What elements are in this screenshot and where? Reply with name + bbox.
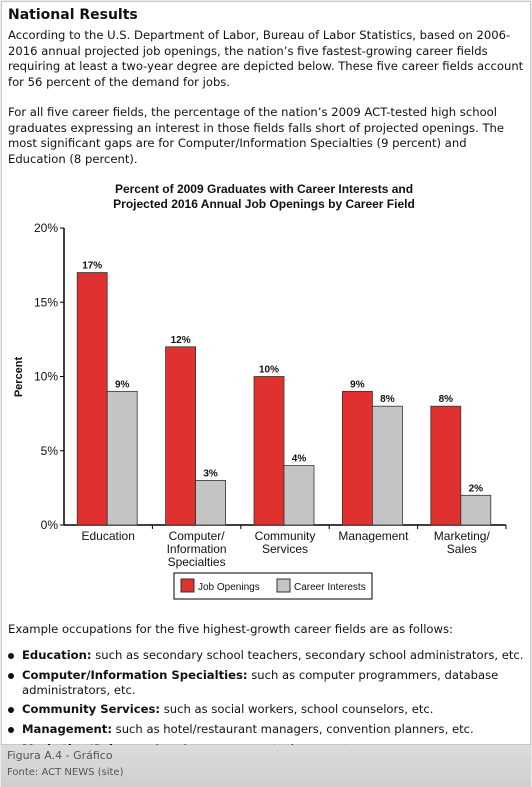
y-tick-label: 10% <box>34 370 58 384</box>
term: Management: <box>22 722 112 737</box>
source: Fonte: ACT NEWS (site) <box>7 767 124 778</box>
figure-caption: Figura A.4 - Gráfico <box>7 749 113 762</box>
description: such as social workers, school counselor… <box>163 702 434 717</box>
legend-label: Career Interests <box>294 582 366 593</box>
value-label: 8% <box>439 394 454 405</box>
x-tick-label: Computer/Information Specialties <box>167 529 227 569</box>
list-intro: Example occupations for the five highest… <box>8 622 453 636</box>
chart: Percent of 2009 Graduates with Career In… <box>13 182 507 600</box>
y-tick-label: 20% <box>34 221 58 235</box>
bar <box>165 346 197 526</box>
x-tick-label: Management <box>338 529 409 543</box>
bar <box>283 465 315 526</box>
x-tick-label: Community Services <box>255 529 316 556</box>
description: such as hotel/restaurant managers, conve… <box>115 722 474 737</box>
value-label: 2% <box>469 483 484 494</box>
y-tick-label: 15% <box>34 295 58 309</box>
value-label: 9% <box>350 379 365 390</box>
value-label: 4% <box>292 454 307 465</box>
y-tick-label: 0% <box>41 518 59 532</box>
legend-swatch <box>180 578 195 593</box>
y-axis-label: Percent <box>13 356 25 397</box>
bar <box>341 390 373 526</box>
chart-subtitle: Projected 2016 Annual Job Openings by Ca… <box>113 197 415 211</box>
bar <box>253 376 285 526</box>
value-label: 8% <box>380 394 395 405</box>
x-tick-label: Education <box>82 529 135 543</box>
bar <box>76 272 108 526</box>
description: such as computer programmers, database a… <box>22 667 499 697</box>
term: Community Services: <box>22 702 160 717</box>
description: such as secondary school teachers, secon… <box>95 648 524 662</box>
document: National Results According to the U.S. D… <box>1 1 531 756</box>
legend-box <box>173 572 373 600</box>
heading: National Results <box>8 7 138 23</box>
list-item: Management: such as hotel/restaurant man… <box>8 722 524 737</box>
value-label: 12% <box>171 335 191 346</box>
term: Computer/Information Specialties: <box>22 667 248 682</box>
bullet-list: Education: such as secondary school teac… <box>8 648 524 762</box>
paragraph: According to the U.S. Department of Labo… <box>8 28 524 89</box>
term: Education: <box>22 648 92 662</box>
value-label: 3% <box>203 468 218 479</box>
chart-title: Percent of 2009 Graduates with Career In… <box>115 182 413 196</box>
value-label: 17% <box>82 261 102 272</box>
caption-bar: Figura A.4 - Gráfico Fonte: ACT NEWS (si… <box>1 745 531 787</box>
value-label: 9% <box>115 379 130 390</box>
legend-swatch <box>276 578 291 593</box>
bar <box>106 390 138 526</box>
paragraph: For all five career fields, the percenta… <box>8 105 505 166</box>
x-tick-label: Marketing/Sales <box>434 529 491 556</box>
list-item: Education: such as secondary school teac… <box>8 648 524 663</box>
list-item: Computer/Information Specialties: such a… <box>8 668 524 698</box>
bar <box>195 480 227 526</box>
y-tick-label: 5% <box>41 444 59 458</box>
bar <box>460 494 492 526</box>
value-label: 10% <box>259 365 279 376</box>
bar <box>430 405 462 526</box>
bar <box>371 405 403 526</box>
legend-label: Job Openings <box>198 582 260 593</box>
list-item: Community Services: such as social worke… <box>8 702 524 717</box>
